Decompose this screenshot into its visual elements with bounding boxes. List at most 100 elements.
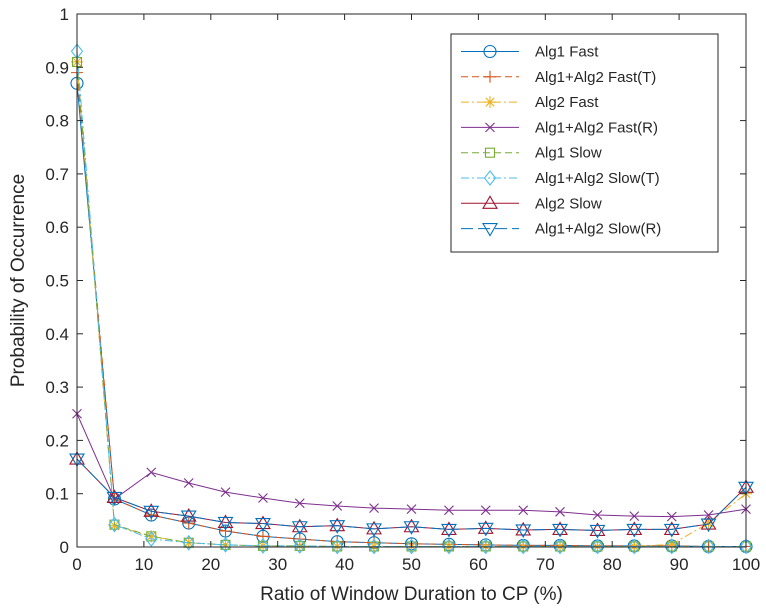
data-point — [256, 538, 270, 554]
legend-entry: Alg1+Alg2 Fast(R) — [461, 119, 658, 136]
legend-marker — [485, 122, 495, 133]
y-tick-label: 0.2 — [45, 431, 69, 450]
data-point — [180, 507, 197, 522]
data-point — [477, 522, 494, 537]
data-point — [703, 510, 714, 520]
y-axis-label: Probability of Occurrence — [8, 174, 29, 387]
legend-entry: Alg2 Fast — [461, 94, 599, 111]
legend-label: Alg2 Fast — [535, 94, 599, 111]
data-point — [517, 538, 530, 555]
tick-layer: 0 10 20 30 40 50 60 70 80 90 100 0 0.1 0.2 0.3 0.4 0.5 0.… — [45, 5, 760, 574]
data-point — [479, 538, 492, 555]
data-point — [366, 523, 382, 537]
x-tick-label: 40 — [335, 555, 354, 574]
legend-label: Alg2 Slow — [535, 195, 602, 212]
legend-marker — [484, 70, 496, 83]
data-point — [589, 522, 606, 537]
data-point — [441, 521, 457, 535]
data-point — [702, 538, 715, 555]
data-point — [406, 504, 417, 515]
data-point — [663, 523, 680, 538]
x-tick-label: 100 — [732, 555, 760, 574]
data-point — [329, 520, 346, 534]
y-tick-label: 0.1 — [45, 485, 69, 504]
legend-label: Alg1+Alg2 Slow(T) — [535, 170, 660, 187]
data-point — [629, 511, 640, 521]
data-point — [258, 493, 268, 503]
legend-marker — [483, 170, 497, 186]
x-tick-label: 50 — [402, 555, 421, 574]
data-point — [403, 518, 420, 533]
data-point — [331, 538, 344, 555]
y-tick-label: 0.7 — [45, 165, 69, 184]
data-point — [367, 538, 381, 555]
data-point — [143, 505, 160, 520]
data-point — [220, 487, 231, 497]
y-tick-label: 1 — [60, 5, 69, 24]
data-point — [180, 510, 197, 525]
legend: Alg1 Fast Alg1+Alg2 Fast(T) Alg2 Fast Alg1+… — [450, 33, 719, 253]
legend-entry: Alg2 Slow — [461, 195, 602, 212]
data-point — [108, 519, 121, 532]
data-point — [332, 501, 343, 511]
y-tick-label: 0.9 — [45, 58, 69, 77]
data-point — [329, 517, 346, 532]
x-tick-label: 0 — [72, 555, 81, 574]
data-point — [146, 467, 157, 478]
x-tick-label: 30 — [268, 555, 287, 574]
x-tick-label: 70 — [536, 555, 555, 574]
data-point — [403, 521, 420, 535]
x-tick-label: 80 — [603, 555, 622, 574]
data-point — [555, 506, 565, 517]
data-point — [552, 523, 568, 538]
data-point — [589, 524, 606, 539]
data-point — [665, 538, 678, 555]
data-point — [293, 538, 306, 554]
legend-entry: Alg1+Alg2 Slow(R) — [461, 221, 661, 238]
data-point — [145, 531, 158, 547]
data-point — [219, 536, 232, 553]
data-point — [700, 518, 717, 533]
y-tick-label: 0 — [60, 538, 69, 557]
data-point — [515, 524, 532, 539]
data-point — [628, 538, 641, 555]
data-point — [255, 517, 271, 532]
data-point — [515, 521, 532, 536]
x-tick-label: 60 — [469, 555, 488, 574]
data-point — [108, 516, 121, 533]
legend-entry: Alg1 Fast — [461, 44, 599, 61]
data-point — [106, 489, 123, 503]
data-point — [405, 538, 418, 555]
data-point — [702, 517, 715, 530]
data-point — [700, 515, 717, 530]
y-tick-label: 0.4 — [45, 325, 69, 344]
y-tick-label: 0.3 — [45, 378, 69, 397]
x-axis-label: Ratio of Window Duration to CP (%) — [260, 584, 563, 605]
data-point — [442, 538, 456, 555]
data-point — [294, 498, 305, 509]
data-point — [255, 515, 271, 530]
data-point — [217, 516, 234, 531]
legend-marker — [483, 44, 497, 59]
data-point — [182, 534, 195, 551]
data-point — [666, 511, 677, 522]
legend-label: Alg1+Alg2 Fast(T) — [535, 69, 656, 86]
x-tick-label: 10 — [134, 555, 153, 574]
legend-marker — [484, 96, 496, 109]
legend-label: Alg1+Alg2 Slow(R) — [535, 221, 661, 238]
data-point — [552, 521, 568, 535]
data-point — [665, 538, 678, 551]
legend-entry: Alg1 Slow — [461, 145, 602, 162]
data-point — [518, 505, 529, 516]
series-8 — [69, 453, 754, 539]
data-point — [553, 538, 567, 555]
legend-marker — [484, 147, 496, 158]
data-point — [291, 518, 308, 533]
data-point — [441, 523, 457, 538]
legend-label: Alg1+Alg2 Fast(R) — [535, 119, 658, 136]
data-point — [626, 523, 643, 538]
legend-box — [450, 33, 719, 253]
series-line — [76, 458, 747, 531]
legend-entry: Alg1+Alg2 Slow(T) — [461, 170, 660, 187]
